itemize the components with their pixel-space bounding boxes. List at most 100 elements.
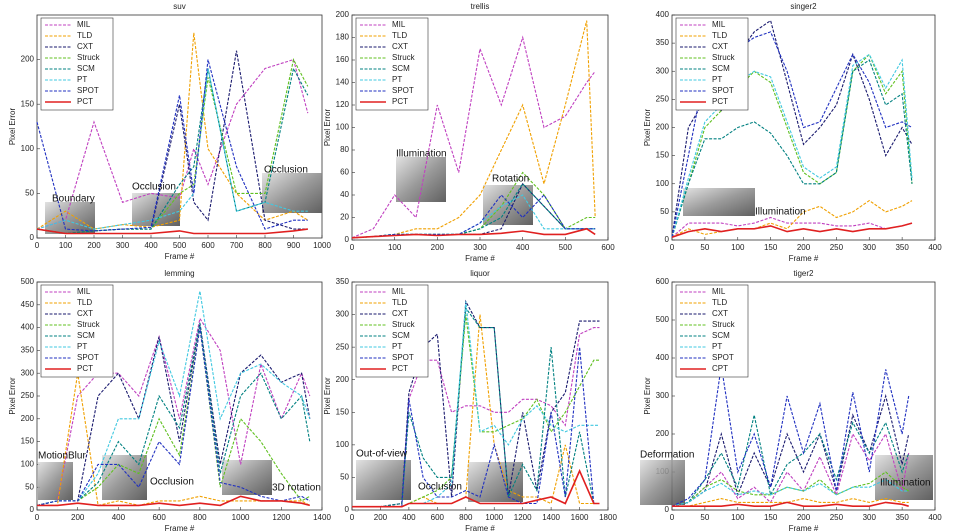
annotation: Occlusion [264, 165, 308, 176]
legend-label: SCM [712, 331, 730, 340]
x-axis-label: Frame # [465, 254, 495, 263]
x-tick-label: 100 [388, 243, 402, 252]
legend-box [355, 17, 429, 111]
series-line [36, 317, 311, 506]
x-tick-label: 600 [601, 243, 615, 252]
x-tick-label: 0 [670, 513, 675, 522]
series-line [671, 432, 910, 507]
y-tick-label: 0 [30, 505, 35, 514]
series-line [672, 498, 909, 507]
x-tick-label: 350 [895, 243, 909, 252]
legend-label: MIL [392, 287, 406, 296]
thumbnail [222, 460, 272, 495]
y-axis-label: Pixel Error [643, 377, 652, 415]
legend-label: MIL [77, 287, 91, 296]
y-axis-label: Pixel Error [643, 108, 652, 146]
legend-box [40, 17, 114, 111]
legend-label: SCM [392, 331, 410, 340]
series-line [671, 59, 913, 238]
x-tick-label: 350 [895, 513, 909, 522]
legend-label: SPOT [392, 86, 414, 95]
x-tick-label: 200 [87, 241, 101, 250]
annotation: MotionBlur [38, 451, 86, 462]
y-tick-label: 200 [21, 55, 35, 64]
x-tick-label: 50 [700, 243, 709, 252]
annotation: Occlusion [150, 477, 194, 488]
legend-label: PCT [77, 97, 93, 106]
x-tick-label: 200 [797, 513, 811, 522]
thumbnail [396, 157, 446, 202]
legend-label: SCM [712, 64, 730, 73]
y-tick-label: 350 [336, 277, 350, 286]
x-tick-label: 1600 [571, 513, 589, 522]
legend-label: CXT [712, 42, 728, 51]
legend-box [40, 284, 114, 378]
x-axis-label: Frame # [789, 524, 819, 532]
annotation: Illumination [880, 478, 931, 489]
y-axis-label: Pixel Error [8, 107, 17, 145]
x-tick-label: 1800 [599, 513, 617, 522]
series-line [352, 347, 600, 508]
y-tick-label: 100 [336, 440, 350, 449]
x-tick-label: 800 [459, 513, 473, 522]
x-tick-label: 1000 [485, 513, 503, 522]
legend-box [675, 17, 749, 111]
series-line [36, 68, 308, 230]
y-tick-label: 50 [25, 482, 34, 491]
legend-label: PT [77, 75, 87, 84]
x-tick-label: 400 [928, 243, 942, 252]
x-tick-label: 400 [112, 513, 126, 522]
x-tick-label: 50 [700, 513, 709, 522]
thumbnail [356, 460, 411, 500]
y-axis-label: Pixel Error [323, 108, 332, 146]
series-line [352, 468, 600, 508]
x-tick-label: 700 [230, 241, 244, 250]
x-tick-label: 300 [863, 243, 877, 252]
y-tick-label: 350 [656, 38, 670, 47]
x-tick-label: 500 [173, 241, 187, 250]
legend-box [675, 284, 749, 378]
y-tick-label: 0 [30, 233, 35, 242]
y-tick-label: 100 [21, 460, 35, 469]
x-axis-label: Frame # [165, 252, 195, 261]
y-tick-label: 80 [340, 145, 349, 154]
annotation: Illumination [396, 149, 447, 160]
legend-label: TLD [712, 298, 727, 307]
y-axis-label: Pixel Error [323, 377, 332, 415]
legend-label: PCT [392, 97, 408, 106]
y-tick-label: 400 [656, 10, 670, 19]
series-line [672, 501, 909, 507]
x-tick-label: 400 [516, 243, 530, 252]
y-tick-label: 500 [21, 277, 35, 286]
thumbnail [262, 173, 322, 213]
series-line [36, 50, 308, 235]
y-tick-label: 250 [336, 342, 350, 351]
legend-label: Struck [77, 320, 101, 329]
chart-title: singer2 [790, 2, 817, 11]
y-tick-label: 400 [656, 353, 670, 362]
y-tick-label: 0 [665, 235, 670, 244]
y-tick-label: 350 [21, 346, 35, 355]
series-line [671, 414, 910, 507]
legend-label: CPT [712, 364, 728, 373]
y-tick-label: 150 [336, 407, 350, 416]
x-tick-label: 0 [350, 243, 355, 252]
legend-label: PCT [77, 364, 93, 373]
y-tick-label: 180 [336, 33, 350, 42]
x-tick-label: 300 [473, 243, 487, 252]
series-line [352, 306, 600, 508]
x-tick-label: 0 [670, 243, 675, 252]
y-tick-label: 150 [21, 99, 35, 108]
x-tick-label: 100 [59, 241, 73, 250]
chart-title: liquor [470, 269, 490, 278]
x-tick-label: 800 [258, 241, 272, 250]
x-tick-label: 250 [830, 513, 844, 522]
annotation: Occlusion [418, 482, 462, 493]
y-tick-label: 200 [21, 414, 35, 423]
x-axis-label: Frame # [789, 254, 819, 263]
y-tick-label: 120 [336, 100, 350, 109]
y-tick-label: 200 [336, 375, 350, 384]
annotation: Occlusion [132, 182, 176, 193]
